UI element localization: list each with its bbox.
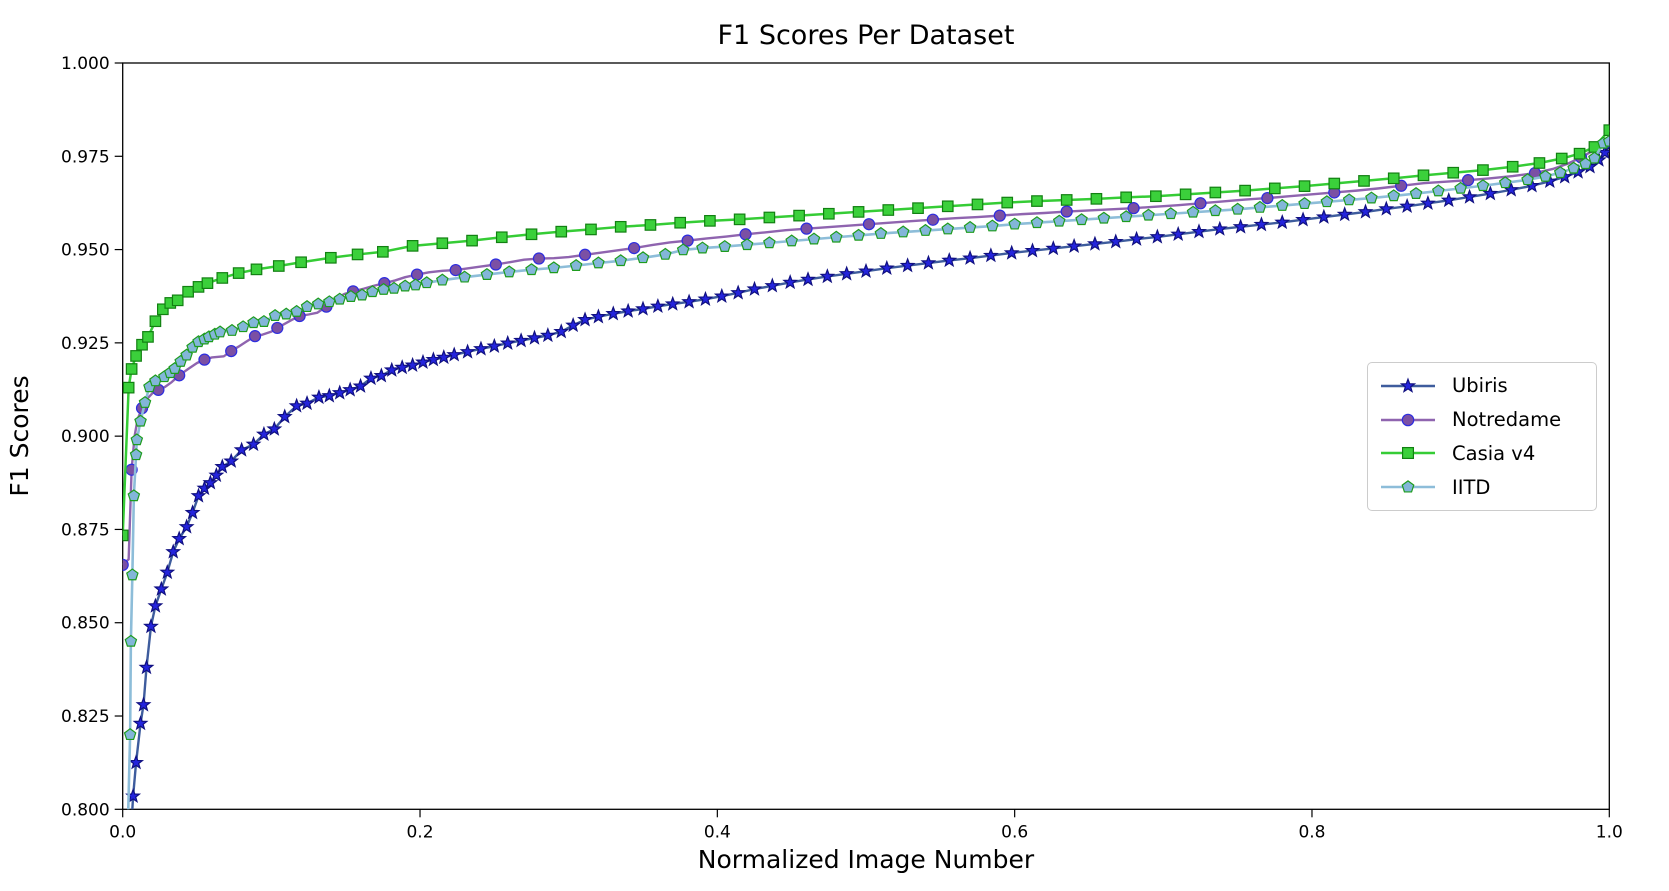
x-axis-label: Normalized Image Number [698, 845, 1035, 874]
series-markers [123, 134, 1610, 741]
chart-layers: 0.0 0.2 0.4 0.6 0.8 1.0 0.800 0.825 0.850 0.875 0.… [61, 54, 1623, 842]
series-ubiris [125, 136, 1610, 810]
series-markers [125, 136, 1610, 804]
x-tick-label: 0.4 [704, 822, 731, 842]
legend-marker-iitd [1381, 480, 1435, 493]
legend-label-casia-v4: Casia v4 [1452, 441, 1536, 465]
series-iitd [123, 134, 1610, 810]
y-tick-label: 0.975 [61, 147, 110, 167]
x-tick-label: 0.8 [1298, 822, 1325, 842]
y-axis-label: F1 Scores [5, 375, 34, 496]
y-tick-label: 0.850 [61, 614, 110, 634]
chart-title: F1 Scores Per Dataset [718, 20, 1015, 51]
series-markers [122, 124, 1610, 542]
y-tick-label: 1.000 [61, 54, 110, 74]
legend-label-ubiris: Ubiris [1452, 374, 1508, 398]
x-tick-label: 1.0 [1596, 822, 1623, 842]
legend-label-notredame: Notredame [1452, 408, 1562, 432]
y-tick-label: 0.950 [61, 241, 110, 261]
y-tick-label: 0.900 [61, 427, 110, 447]
legend: Ubiris Notredame Casia v4 IITD [1367, 362, 1597, 511]
legend-item-ubiris: Ubiris [1378, 374, 1592, 397]
legend-marker-ubiris [1381, 377, 1435, 393]
legend-item-casia-v4: Casia v4 [1378, 442, 1592, 465]
series-notredame [122, 136, 1610, 572]
x-tick-label: 0.6 [1001, 822, 1028, 842]
legend-item-iitd: IITD [1378, 476, 1592, 499]
series-line [131, 144, 1610, 810]
y-tick-label: 0.800 [61, 800, 110, 820]
y-tick-label: 0.875 [61, 520, 110, 540]
series-casia-v4 [122, 124, 1610, 542]
legend-marker-casia-v4 [1381, 447, 1435, 460]
legend-label-iitd: IITD [1452, 475, 1491, 499]
legend-item-notredame: Notredame [1378, 408, 1592, 431]
x-tick-label: 0.0 [109, 822, 136, 842]
y-tick-label: 0.925 [61, 334, 110, 354]
y-tick-label: 0.825 [61, 707, 110, 727]
legend-marker-notredame [1381, 413, 1435, 426]
x-tick-label: 0.2 [406, 822, 433, 842]
